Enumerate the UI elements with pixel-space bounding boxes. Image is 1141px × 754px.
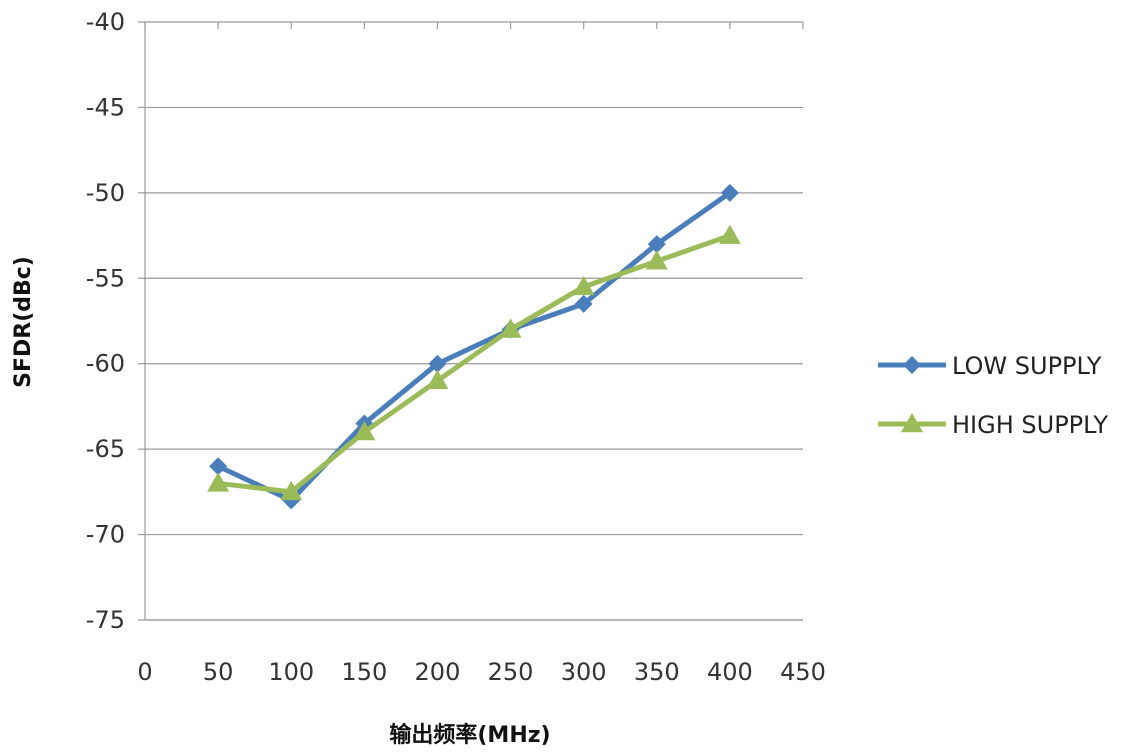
y-axis-title: SFDR(dBc) [11,256,36,388]
data-point [428,354,447,373]
data-point [720,183,739,202]
data-point [280,480,303,501]
x-tick-label: 250 [488,658,534,686]
data-point [645,250,668,270]
y-tick-label: -45 [86,93,125,121]
data-point [499,318,522,338]
y-tick-label: -65 [86,435,125,463]
y-tick-label: -50 [86,179,125,207]
x-tick-label: 400 [707,658,753,686]
series-line [217,190,732,503]
data-point [209,457,228,476]
legend-swatch-marker [903,356,921,374]
y-tick-label: -60 [86,350,125,378]
x-tick-label: 350 [634,658,680,686]
series-line [217,233,731,495]
legend-label: LOW SUPPLY [952,352,1102,380]
x-tick-label: 50 [203,658,234,686]
legend-item: LOW SUPPLY [878,352,1102,380]
x-tick-label: 150 [341,658,387,686]
legend-label: HIGH SUPPLY [952,411,1108,439]
x-tick-label: 100 [268,658,314,686]
x-axis-title: 输出频率(MHz) [389,722,550,748]
x-tick-label: 200 [415,658,461,686]
data-point [572,275,595,296]
series-low-supply [209,183,739,510]
series [207,183,741,510]
x-tick-label: 300 [561,658,607,686]
gridlines [145,21,803,621]
data-point [426,369,449,390]
x-tick-labels: 0 50 100 150 200 250 300 350 400 450 [137,658,826,686]
legend: LOW SUPPLY HIGH SUPPLY [878,352,1108,439]
data-point [647,235,666,254]
series-high-supply [207,224,741,501]
data-point [574,294,593,313]
y-tick-label: -40 [86,8,125,36]
y-tick-label: -70 [86,521,125,549]
legend-swatch-marker [901,413,923,433]
x-tick-label: 0 [137,658,152,686]
x-tick-label: 450 [780,658,826,686]
data-point [207,472,230,492]
y-tick-label: -55 [86,264,125,292]
legend-item: HIGH SUPPLY [878,411,1108,439]
y-tick-labels: -40 -45 -50 -55 -60 -65 -70 -75 [86,8,125,634]
y-tick-label: -75 [86,606,125,634]
data-point [353,421,376,441]
data-point [718,224,741,244]
axes [138,21,804,621]
